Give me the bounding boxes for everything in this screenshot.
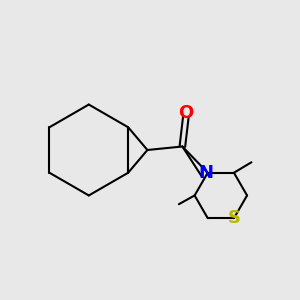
Text: O: O [178, 103, 194, 122]
Text: N: N [199, 164, 214, 182]
Text: S: S [227, 209, 241, 227]
